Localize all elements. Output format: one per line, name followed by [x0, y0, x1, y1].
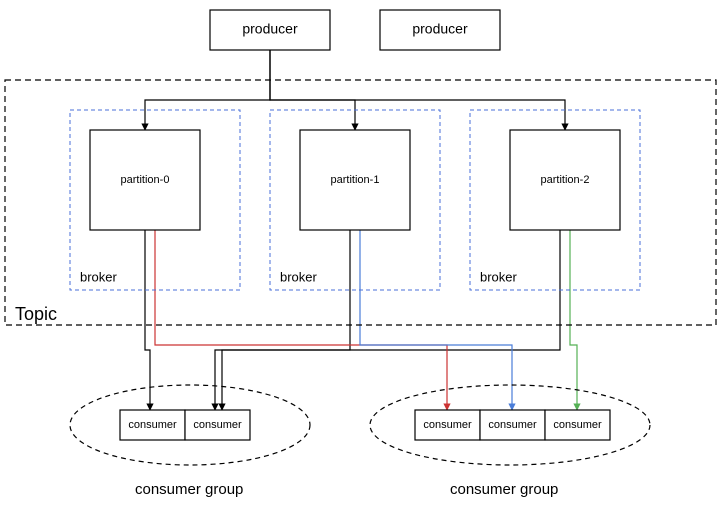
edge-p1-pt2	[270, 50, 565, 130]
edge-pt2-c2	[222, 230, 560, 410]
consumer-label-0-0: consumer	[128, 419, 177, 431]
partition-label-0: partition-0	[121, 174, 170, 186]
edge-pt1-c2	[215, 230, 350, 410]
producer-label-1: producer	[412, 21, 468, 37]
consumer-label-1-0: consumer	[423, 419, 472, 431]
broker-label-2: broker	[480, 269, 518, 284]
labels-layer: Topic broker partition-0 broker partition-1 b…	[15, 21, 602, 498]
topic-label: Topic	[15, 304, 57, 324]
edge-pt1-c4	[360, 230, 512, 410]
broker-label-1: broker	[280, 269, 318, 284]
consumer-label-1-2: consumer	[553, 419, 602, 431]
partition-label-2: partition-2	[541, 174, 590, 186]
kafka-diagram: Topic broker partition-0 broker partition-1 b…	[0, 0, 721, 521]
producer-label-0: producer	[242, 21, 298, 37]
partition-label-1: partition-1	[331, 174, 380, 186]
edge-pt0-c3	[155, 230, 447, 410]
edge-p1-pt1	[270, 50, 355, 130]
nodes-layer	[90, 10, 620, 440]
edge-pt0-c1	[145, 230, 150, 410]
broker-label-0: broker	[80, 269, 118, 284]
consumer-label-1-1: consumer	[488, 419, 537, 431]
consumer-label-0-1: consumer	[193, 419, 242, 431]
edge-pt2-c5	[570, 230, 577, 410]
edge-p1-pt0	[145, 50, 270, 130]
consumer-group-label-1: consumer group	[450, 481, 558, 498]
consumer-group-label-0: consumer group	[135, 481, 243, 498]
